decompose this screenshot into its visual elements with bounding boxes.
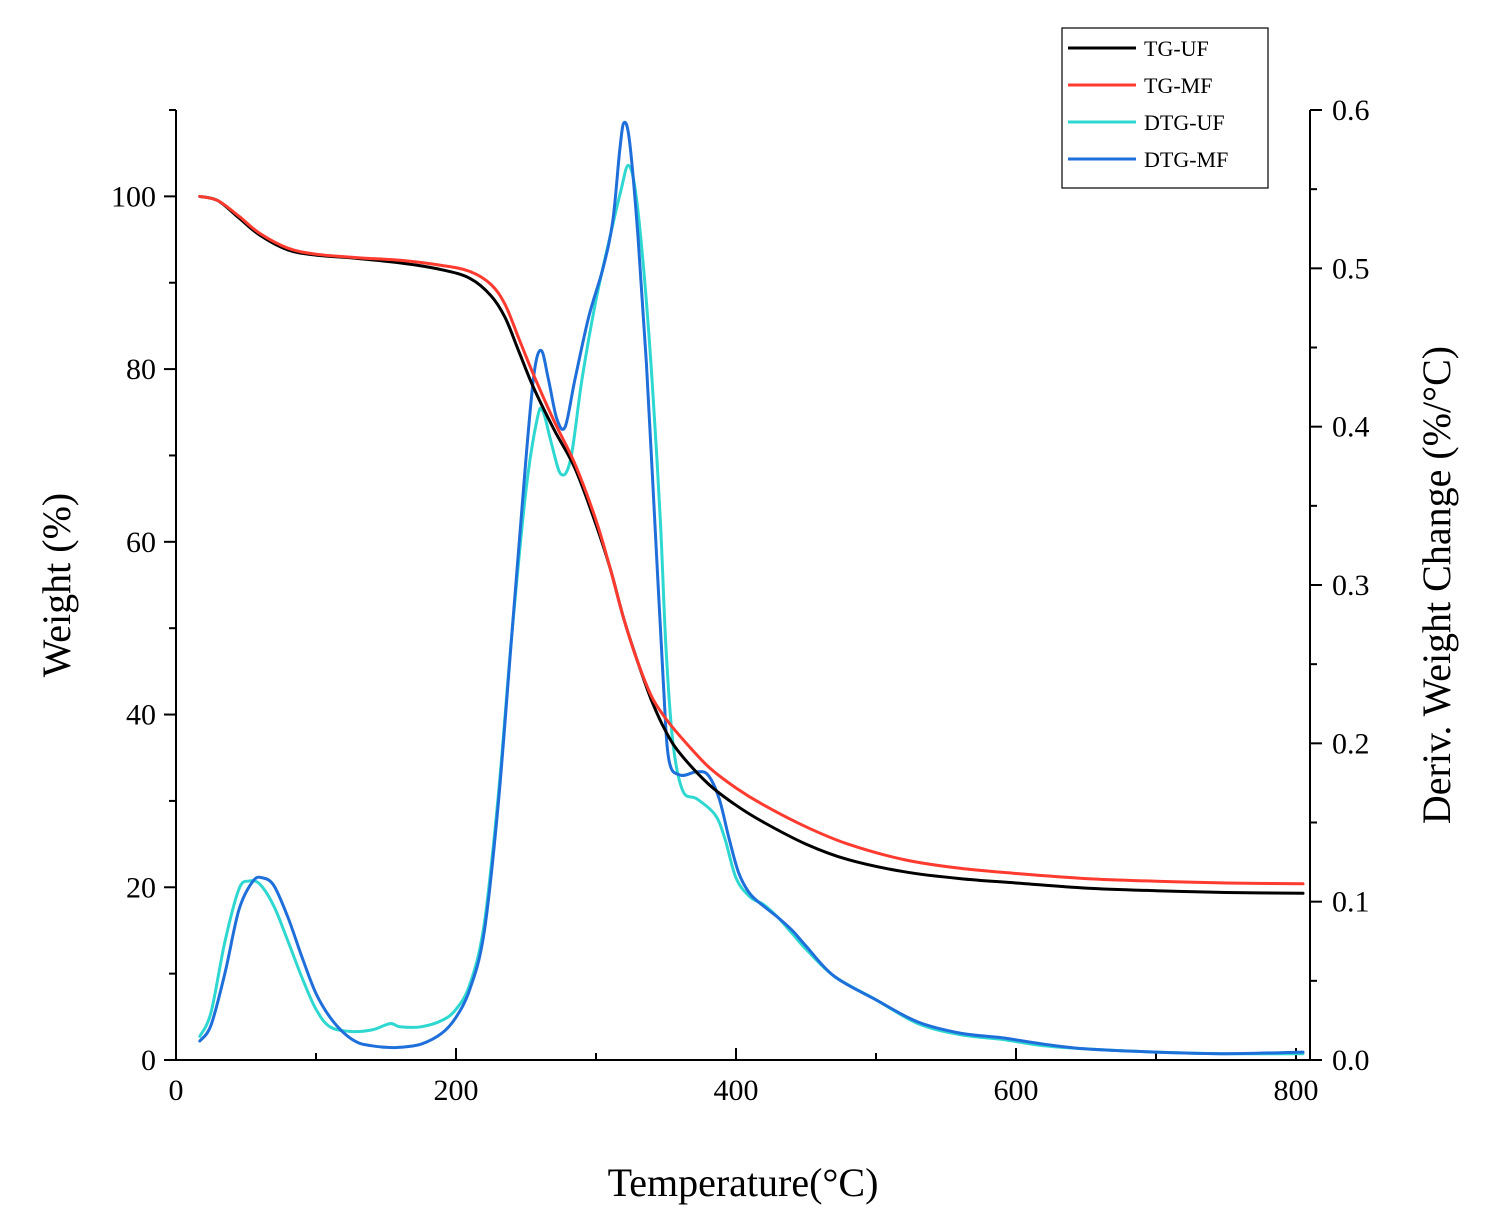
y-tick-label: 0 — [141, 1044, 156, 1077]
legend-label: TG-MF — [1144, 73, 1212, 98]
series-line-dtg-uf — [198, 163, 1305, 1056]
x-tick-label: 800 — [1274, 1074, 1319, 1107]
legend-box — [1061, 27, 1269, 189]
y-tick-label: 40 — [126, 699, 156, 732]
legend: TG-UF TG-MF DTG-UF DTG-MF — [1061, 27, 1269, 189]
tick-labels: 0 200 400 600 800 0 20 40 60 80 100 0.0 0.1 0.2 0.3 0.4… — [111, 94, 1370, 1107]
y2-tick-label: 0.4 — [1332, 411, 1370, 444]
legend-label: DTG-UF — [1144, 110, 1225, 135]
y-tick-label: 100 — [111, 180, 156, 213]
axes — [175, 110, 1311, 1061]
y2-axis-title: Deriv. Weight Change (%/°C) — [1414, 346, 1459, 824]
y-tick-label: 20 — [126, 871, 156, 904]
y2-tick-label: 0.2 — [1332, 727, 1370, 760]
x-axis-title: Temperature(°C) — [608, 1160, 879, 1205]
ticks — [164, 109, 1322, 1061]
series-line-tg-uf — [198, 194, 1305, 895]
legend-label: DTG-MF — [1144, 147, 1228, 172]
series-group — [198, 120, 1305, 1056]
y2-tick-label: 0.3 — [1332, 569, 1370, 602]
series-line-dtg-mf — [198, 120, 1305, 1056]
y-tick-label: 60 — [126, 526, 156, 559]
y2-tick-label: 0.6 — [1332, 94, 1370, 127]
x-tick-label: 200 — [434, 1074, 479, 1107]
x-tick-label: 600 — [994, 1074, 1039, 1107]
y2-tick-label: 0.0 — [1332, 1044, 1370, 1077]
legend-label: TG-UF — [1144, 36, 1209, 61]
y2-tick-label: 0.1 — [1332, 886, 1370, 919]
series-line-tg-mf — [198, 194, 1305, 886]
y2-tick-label: 0.5 — [1332, 252, 1370, 285]
x-tick-label: 0 — [169, 1074, 184, 1107]
y-axis-title: Weight (%) — [34, 493, 79, 678]
y-tick-label: 80 — [126, 353, 156, 386]
x-tick-label: 400 — [714, 1074, 759, 1107]
